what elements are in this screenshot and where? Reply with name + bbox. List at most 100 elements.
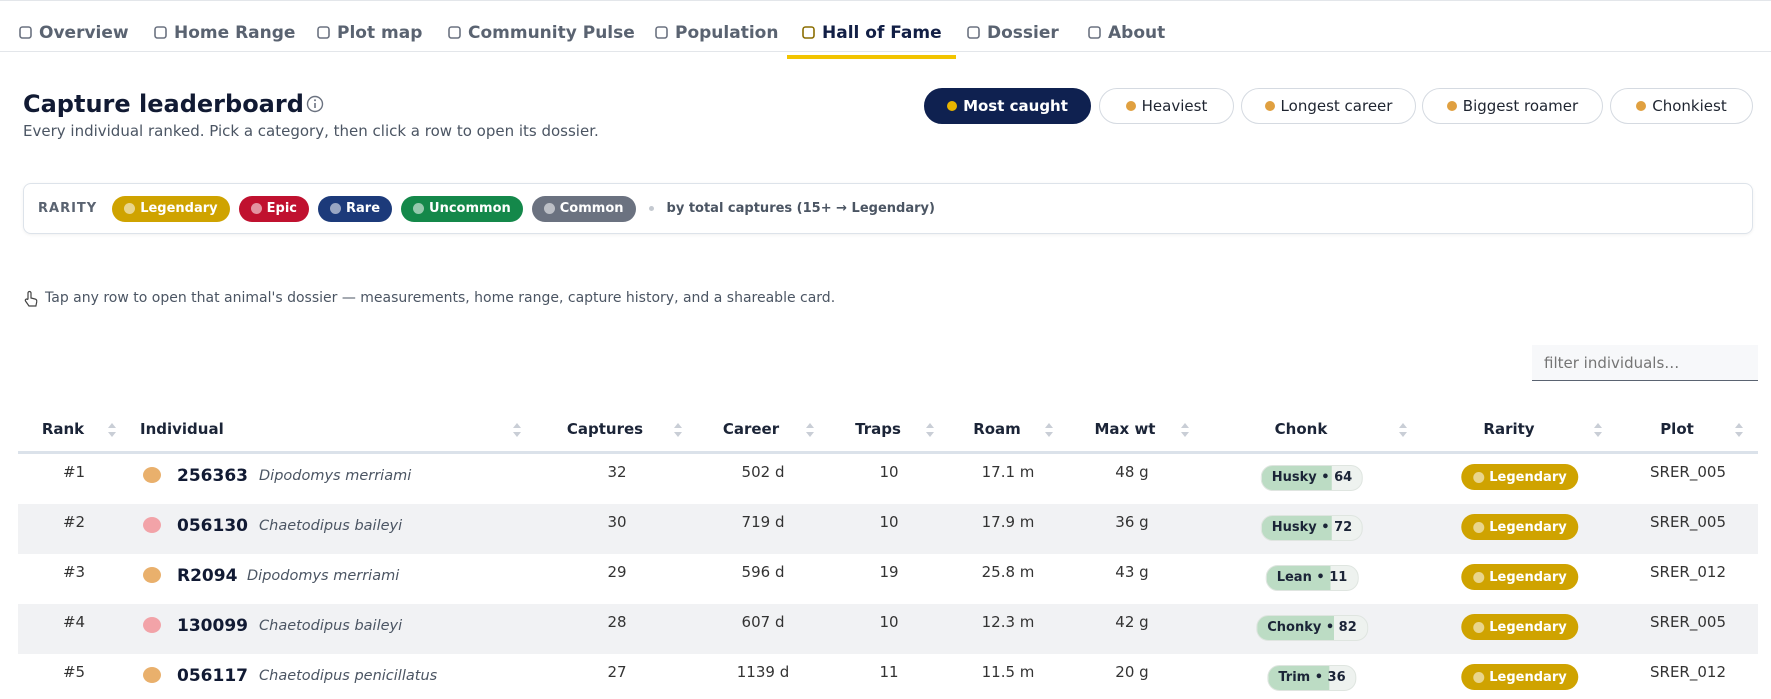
individual-id: R2094: [177, 566, 238, 586]
cell-value: 36 g: [1115, 513, 1149, 531]
badge-label: Legendary: [1489, 669, 1567, 685]
tab-label: Dossier: [987, 23, 1059, 43]
nav-tab[interactable]: Home Range: [139, 13, 309, 59]
nav-tab[interactable]: About: [1073, 13, 1179, 59]
tab-icon: [802, 26, 815, 39]
filter-input[interactable]: [1532, 345, 1758, 381]
sort-arrows[interactable]: [107, 420, 117, 440]
page-subtitle: Every individual ranked. Pick a category…: [23, 122, 599, 140]
tab-label: About: [1108, 23, 1166, 43]
individual-id: 056130: [177, 516, 248, 536]
column-header[interactable]: Plot: [1660, 420, 1694, 438]
tab-label: Home Range: [174, 23, 296, 43]
badge-icon: [124, 203, 136, 214]
species: Chaetodipus baileyi: [259, 618, 403, 634]
column-header[interactable]: Max wt: [1094, 420, 1156, 438]
badge-label: Uncommon: [429, 201, 511, 216]
badge-icon: [1473, 521, 1485, 533]
cell-value: 19: [879, 563, 899, 581]
sort-arrows[interactable]: [925, 420, 935, 440]
sort-arrows[interactable]: [512, 420, 522, 440]
sort-arrows[interactable]: [805, 420, 815, 440]
rarity-badge: Common: [531, 195, 636, 222]
species: Chaetodipus penicillatus: [259, 668, 438, 684]
cell-value: 17.9 m: [981, 513, 1035, 531]
cell-value: 10: [879, 613, 899, 631]
nav-tab[interactable]: Community Pulse: [433, 13, 649, 59]
rarity-badge: Legendary: [1461, 664, 1579, 690]
badge-icon: [1473, 621, 1485, 633]
rarity-badge: Legendary: [1461, 464, 1579, 490]
column-header[interactable]: Individual: [140, 420, 224, 438]
rarity-row: RARITY Legendary Epic Rare Uncommon Common by…: [38, 184, 935, 233]
column-header[interactable]: Rank: [41, 420, 85, 438]
cell-value: 29: [607, 563, 627, 581]
category-button[interactable]: Most caught: [924, 88, 1091, 124]
cell-value: 1139 d: [736, 663, 790, 681]
cell-value: 719 d: [741, 513, 785, 531]
column-header[interactable]: Rarity: [1483, 420, 1535, 438]
rarity-badge: Legendary: [1461, 564, 1579, 590]
cell-value: 42 g: [1115, 613, 1149, 631]
column-header[interactable]: Traps: [855, 420, 901, 438]
rarity-badge: Legendary: [112, 195, 230, 222]
cell-value: 10: [879, 513, 899, 531]
tab-label: Community Pulse: [468, 23, 635, 43]
button-label: Biggest roamer: [1462, 97, 1579, 115]
tab-icon: [19, 26, 32, 39]
individual-id: 256363: [177, 466, 248, 486]
rarity-label: RARITY: [38, 201, 98, 216]
sort-arrows[interactable]: [1734, 420, 1744, 440]
button-label: Longest career: [1280, 97, 1393, 115]
sort-arrows[interactable]: [1180, 420, 1190, 440]
header-rule: [18, 451, 1758, 454]
nav-tab[interactable]: Hall of Fame: [787, 13, 956, 59]
info-icon[interactable]: [306, 95, 324, 113]
button-icon: [1125, 101, 1136, 111]
badge-icon: [330, 203, 342, 214]
cell-value: 17.1 m: [981, 463, 1035, 481]
category-button[interactable]: Biggest roamer: [1422, 88, 1603, 124]
nav-tab[interactable]: Plot map: [302, 13, 436, 59]
plot: SRER_005: [1650, 463, 1726, 481]
rarity-badge: Uncommon: [401, 195, 523, 222]
button-icon: [947, 101, 958, 111]
tab-icon: [317, 26, 330, 39]
column-header[interactable]: Career: [722, 420, 780, 438]
cell-value: 10: [879, 463, 899, 481]
sort-arrows[interactable]: [1593, 420, 1603, 440]
chonk-pill: Trim • 36: [1267, 665, 1357, 691]
cell-value: 596 d: [741, 563, 785, 581]
badge-label: Legendary: [1489, 569, 1567, 585]
sort-arrows[interactable]: [1044, 420, 1054, 440]
badge-icon: [543, 203, 555, 214]
cell-value: 502 d: [741, 463, 785, 481]
plot: SRER_012: [1650, 563, 1726, 581]
individual-id: 056117: [177, 666, 248, 686]
animal-icon: [143, 617, 161, 633]
tab-icon: [967, 26, 980, 39]
nav-tab[interactable]: Population: [640, 13, 792, 59]
rank: #3: [62, 563, 86, 581]
nav-tab[interactable]: Dossier: [952, 13, 1073, 59]
nav-bar: Overview Home Range Plot map Community Puls…: [0, 0, 1771, 59]
tab-icon: [154, 26, 167, 39]
nav-tab[interactable]: Overview: [4, 13, 143, 59]
category-button[interactable]: Chonkiest: [1610, 88, 1753, 124]
column-header[interactable]: Roam: [973, 420, 1021, 438]
sort-arrows[interactable]: [673, 420, 683, 440]
tap-icon: [24, 290, 38, 307]
badge-icon: [1473, 571, 1485, 583]
chonk-pill: Lean • 11: [1265, 565, 1359, 591]
cell-value: 25.8 m: [981, 563, 1035, 581]
badge-label: Legendary: [140, 201, 218, 216]
column-header[interactable]: Chonk: [1274, 420, 1328, 438]
badge-label: Common: [559, 201, 624, 216]
sort-arrows[interactable]: [1398, 420, 1408, 440]
category-button[interactable]: Heaviest: [1099, 88, 1234, 124]
category-button[interactable]: Longest career: [1241, 88, 1416, 124]
chonk-pill: Husky • 72: [1260, 515, 1364, 541]
animal-icon: [143, 517, 161, 533]
column-header[interactable]: Captures: [566, 420, 644, 438]
